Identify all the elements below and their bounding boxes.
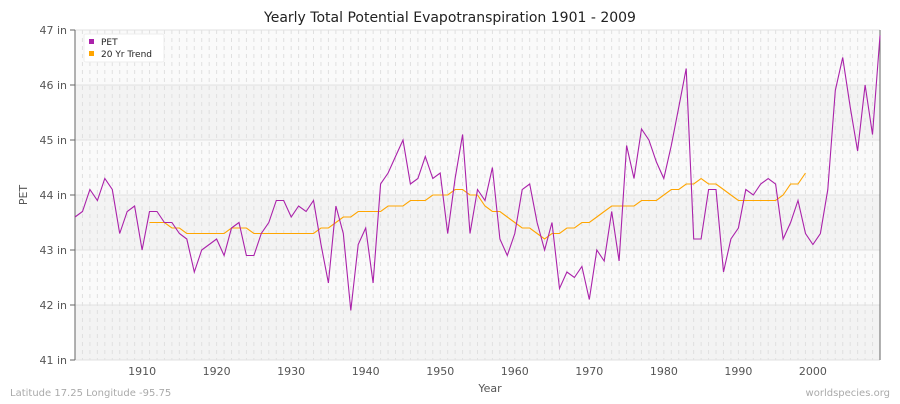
y-tick-label: 47 in [39,24,67,37]
x-tick-label: 1950 [426,365,454,378]
y-tick-label: 41 in [39,354,67,367]
y-tick-label: 45 in [39,134,67,147]
chart-title: Yearly Total Potential Evapotranspiratio… [263,10,636,26]
x-axis-label: Year [477,382,502,395]
x-tick-label: 1960 [501,365,529,378]
y-axis-label: PET [17,185,30,206]
x-axis-tick-labels: 1910 1920 1930 1940 1950 1960 1970 1980 1990 2000 [128,365,827,378]
x-tick-label: 1910 [128,365,156,378]
x-tick-label: 1980 [650,365,678,378]
horizontal-gridlines [75,29,880,361]
x-tick-label: 2000 [799,365,827,378]
y-tick-label: 46 in [39,79,67,92]
x-tick-label: 1940 [352,365,380,378]
y-tick-label: 43 in [39,244,67,257]
x-tick-label: 1990 [724,365,752,378]
pet-series-line [74,35,881,311]
legend-label-trend: 20 Yr Trend [101,50,152,60]
y-tick-label: 44 in [39,189,67,202]
legend: PET 20 Yr Trend [83,33,165,63]
series-lines [74,35,881,311]
x-tick-label: 1930 [277,365,305,378]
y-tick-label: 42 in [39,299,67,312]
trend-series-line [149,172,806,240]
legend-label-pet: PET [101,38,118,48]
y-axis-tick-labels: 41 in 42 in 43 in 44 in 45 in 46 in 47 in [39,24,75,367]
x-tick-label: 1970 [575,365,603,378]
footer-location: Latitude 17.25 Longitude -95.75 [10,388,171,399]
legend-swatch-pet [89,39,94,44]
x-tick-label: 1920 [203,365,231,378]
legend-box [83,33,165,63]
legend-swatch-trend [89,51,94,56]
footer-source: worldspecies.org [806,388,890,399]
